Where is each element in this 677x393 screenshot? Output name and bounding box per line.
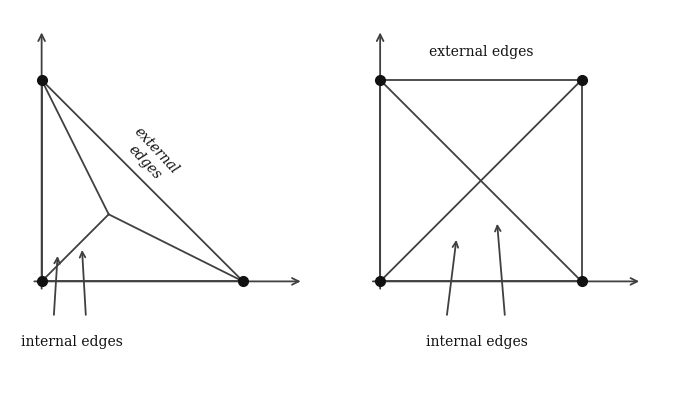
Text: external
edges: external edges xyxy=(119,125,181,188)
Text: internal edges: internal edges xyxy=(426,335,528,349)
Text: external edges: external edges xyxy=(429,45,533,59)
Text: internal edges: internal edges xyxy=(21,335,123,349)
